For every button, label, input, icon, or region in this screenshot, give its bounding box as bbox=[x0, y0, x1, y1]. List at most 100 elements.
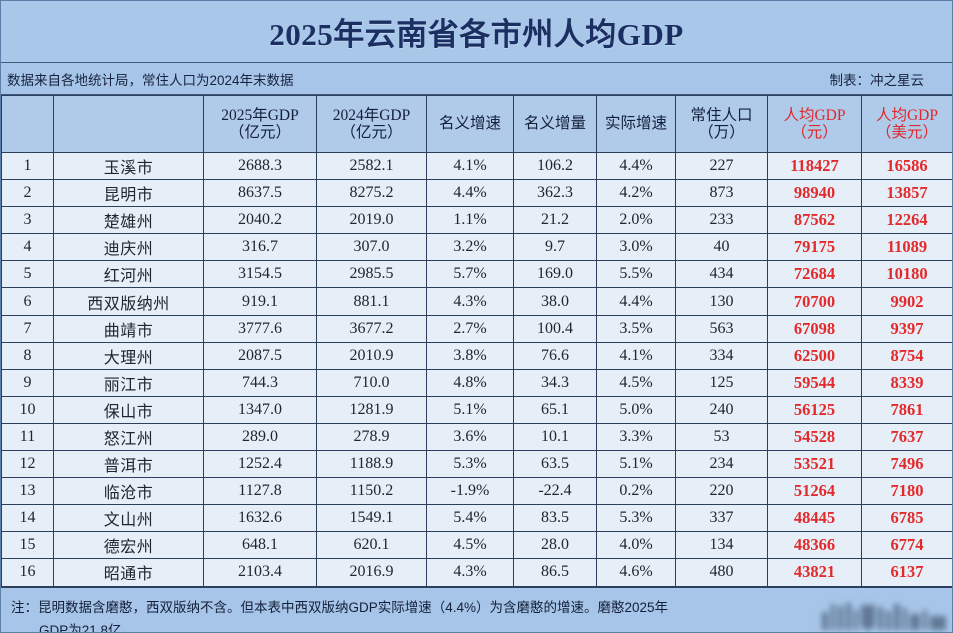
cell-city: 红河州 bbox=[53, 260, 204, 289]
footnote-line1: 注：昆明数据含磨憨，西双版纳不含。但本表中西双版纳GDP实际增速（4.4%）为含… bbox=[11, 599, 669, 615]
cell-city: 怒江州 bbox=[53, 422, 204, 452]
cell-population: 227 bbox=[675, 151, 768, 181]
cell-nominal-increment: 86.5 bbox=[513, 558, 597, 587]
data-source-note: 数据来自各地统计局，常住人口为2024年末数据 bbox=[7, 72, 294, 88]
gdp-table: 2025年GDP （亿元） 2024年GDP （亿元） 名义增速 名义增量 bbox=[1, 95, 952, 587]
cell-percapita-usd: 6774 bbox=[861, 531, 952, 560]
cell-gdp2024: 710.0 bbox=[316, 368, 427, 397]
table-row: 14 文山州 1632.6 1549.1 5.4% 83.5 5.3% 337 48445 678… bbox=[1, 504, 952, 533]
cell-nominal-increment: 28.0 bbox=[513, 531, 597, 560]
cell-real-speed: 4.4% bbox=[596, 287, 676, 316]
cell-rank: 2 bbox=[1, 179, 54, 208]
cell-nominal-increment: 10.1 bbox=[513, 422, 597, 452]
cell-gdp2025: 648.1 bbox=[203, 531, 317, 560]
col-header-population-line2: （万） bbox=[698, 124, 745, 141]
col-header-gdp2025: 2025年GDP （亿元） bbox=[203, 95, 317, 153]
cell-rank: 9 bbox=[1, 368, 54, 397]
cell-rank: 14 bbox=[1, 504, 54, 533]
cell-city: 昆明市 bbox=[53, 179, 204, 208]
cell-gdp2025: 1252.4 bbox=[203, 450, 317, 479]
cell-real-speed: 5.0% bbox=[596, 395, 676, 424]
col-header-gdp2024: 2024年GDP （亿元） bbox=[316, 95, 427, 153]
cell-nominal-speed: 5.4% bbox=[426, 504, 514, 533]
cell-population: 130 bbox=[675, 287, 768, 316]
cell-gdp2024: 8275.2 bbox=[316, 179, 427, 208]
cell-real-speed: 4.0% bbox=[596, 531, 676, 560]
cell-population: 40 bbox=[675, 233, 768, 262]
table-row: 10 保山市 1347.0 1281.9 5.1% 65.1 5.0% 240 56125 786… bbox=[1, 395, 952, 424]
cell-real-speed: 0.2% bbox=[596, 477, 676, 506]
cell-nominal-increment: -22.4 bbox=[513, 477, 597, 506]
cell-rank: 7 bbox=[1, 314, 54, 343]
col-header-real-speed: 实际增速 bbox=[596, 95, 676, 153]
cell-city: 德宏州 bbox=[53, 531, 204, 560]
cell-percapita-usd: 16586 bbox=[861, 151, 952, 181]
cell-nominal-increment: 76.6 bbox=[513, 341, 597, 370]
cell-rank: 5 bbox=[1, 260, 54, 289]
cell-real-speed: 5.3% bbox=[596, 504, 676, 533]
cell-nominal-increment: 21.2 bbox=[513, 206, 597, 235]
cell-percapita-cny: 54528 bbox=[767, 422, 862, 452]
cell-gdp2024: 2019.0 bbox=[316, 206, 427, 235]
cell-real-speed: 4.1% bbox=[596, 341, 676, 370]
cell-population: 434 bbox=[675, 260, 768, 289]
cell-city: 曲靖市 bbox=[53, 314, 204, 343]
col-header-rank bbox=[1, 95, 54, 153]
cell-percapita-usd: 7180 bbox=[861, 477, 952, 506]
cell-percapita-cny: 72684 bbox=[767, 260, 862, 289]
cell-gdp2024: 307.0 bbox=[316, 233, 427, 262]
cell-rank: 15 bbox=[1, 531, 54, 560]
cell-city: 文山州 bbox=[53, 504, 204, 533]
cell-nominal-speed: 3.2% bbox=[426, 233, 514, 262]
cell-nominal-increment: 9.7 bbox=[513, 233, 597, 262]
cell-gdp2025: 2040.2 bbox=[203, 206, 317, 235]
col-header-population: 常住人口 （万） bbox=[675, 95, 768, 153]
cell-percapita-usd: 13857 bbox=[861, 179, 952, 208]
subtitle-band: 数据来自各地统计局，常住人口为2024年末数据 制表：冲之星云 bbox=[1, 63, 952, 95]
cell-population: 563 bbox=[675, 314, 768, 343]
cell-population: 53 bbox=[675, 422, 768, 452]
cell-city: 保山市 bbox=[53, 395, 204, 424]
table-row: 2 昆明市 8637.5 8275.2 4.4% 362.3 4.2% 873 98940 138… bbox=[1, 179, 952, 208]
table-row: 11 怒江州 289.0 278.9 3.6% 10.1 3.3% 53 54528 7637 bbox=[1, 422, 952, 452]
cell-percapita-cny: 98940 bbox=[767, 179, 862, 208]
cell-percapita-cny: 62500 bbox=[767, 341, 862, 370]
col-header-nominal-speed: 名义增速 bbox=[426, 95, 514, 153]
footnote: 注：昆明数据含磨憨，西双版纳不含。但本表中西双版纳GDP实际增速（4.4%）为含… bbox=[1, 586, 952, 633]
cell-real-speed: 4.5% bbox=[596, 368, 676, 397]
cell-city: 楚雄州 bbox=[53, 206, 204, 235]
cell-population: 134 bbox=[675, 531, 768, 560]
cell-real-speed: 5.1% bbox=[596, 450, 676, 479]
cell-nominal-speed: 5.7% bbox=[426, 260, 514, 289]
cell-percapita-cny: 87562 bbox=[767, 206, 862, 235]
cell-percapita-cny: 53521 bbox=[767, 450, 862, 479]
cell-gdp2025: 8637.5 bbox=[203, 179, 317, 208]
table-row: 3 楚雄州 2040.2 2019.0 1.1% 21.2 2.0% 233 87562 1226… bbox=[1, 206, 952, 235]
cell-nominal-speed: 2.7% bbox=[426, 314, 514, 343]
footnote-line2: GDP为21.8亿。 bbox=[39, 623, 136, 633]
cell-nominal-increment: 362.3 bbox=[513, 179, 597, 208]
col-header-percapita-cny-line1: 人均GDP bbox=[783, 106, 846, 124]
cell-gdp2025: 1127.8 bbox=[203, 477, 317, 506]
cell-percapita-cny: 43821 bbox=[767, 558, 862, 587]
table-header: 2025年GDP （亿元） 2024年GDP （亿元） 名义增速 名义增量 bbox=[1, 95, 952, 153]
cell-percapita-usd: 12264 bbox=[861, 206, 952, 235]
table-row: 16 昭通市 2103.4 2016.9 4.3% 86.5 4.6% 480 43821 613… bbox=[1, 558, 952, 587]
table-row: 13 临沧市 1127.8 1150.2 -1.9% -22.4 0.2% 220 51264 7… bbox=[1, 477, 952, 506]
cell-nominal-increment: 106.2 bbox=[513, 151, 597, 181]
cell-real-speed: 2.0% bbox=[596, 206, 676, 235]
cell-percapita-usd: 7637 bbox=[861, 422, 952, 452]
cell-percapita-cny: 56125 bbox=[767, 395, 862, 424]
cell-gdp2024: 620.1 bbox=[316, 531, 427, 560]
col-header-percapita-cny-line2: （元） bbox=[791, 124, 838, 141]
cell-percapita-cny: 79175 bbox=[767, 233, 862, 262]
cell-nominal-increment: 83.5 bbox=[513, 504, 597, 533]
cell-gdp2024: 2016.9 bbox=[316, 558, 427, 587]
col-header-nominal-increment-line1: 名义增量 bbox=[523, 115, 586, 133]
cell-gdp2024: 881.1 bbox=[316, 287, 427, 316]
cell-nominal-speed: 4.8% bbox=[426, 368, 514, 397]
cell-city: 西双版纳州 bbox=[53, 287, 204, 316]
cell-nominal-speed: 1.1% bbox=[426, 206, 514, 235]
cell-percapita-cny: 48445 bbox=[767, 504, 862, 533]
